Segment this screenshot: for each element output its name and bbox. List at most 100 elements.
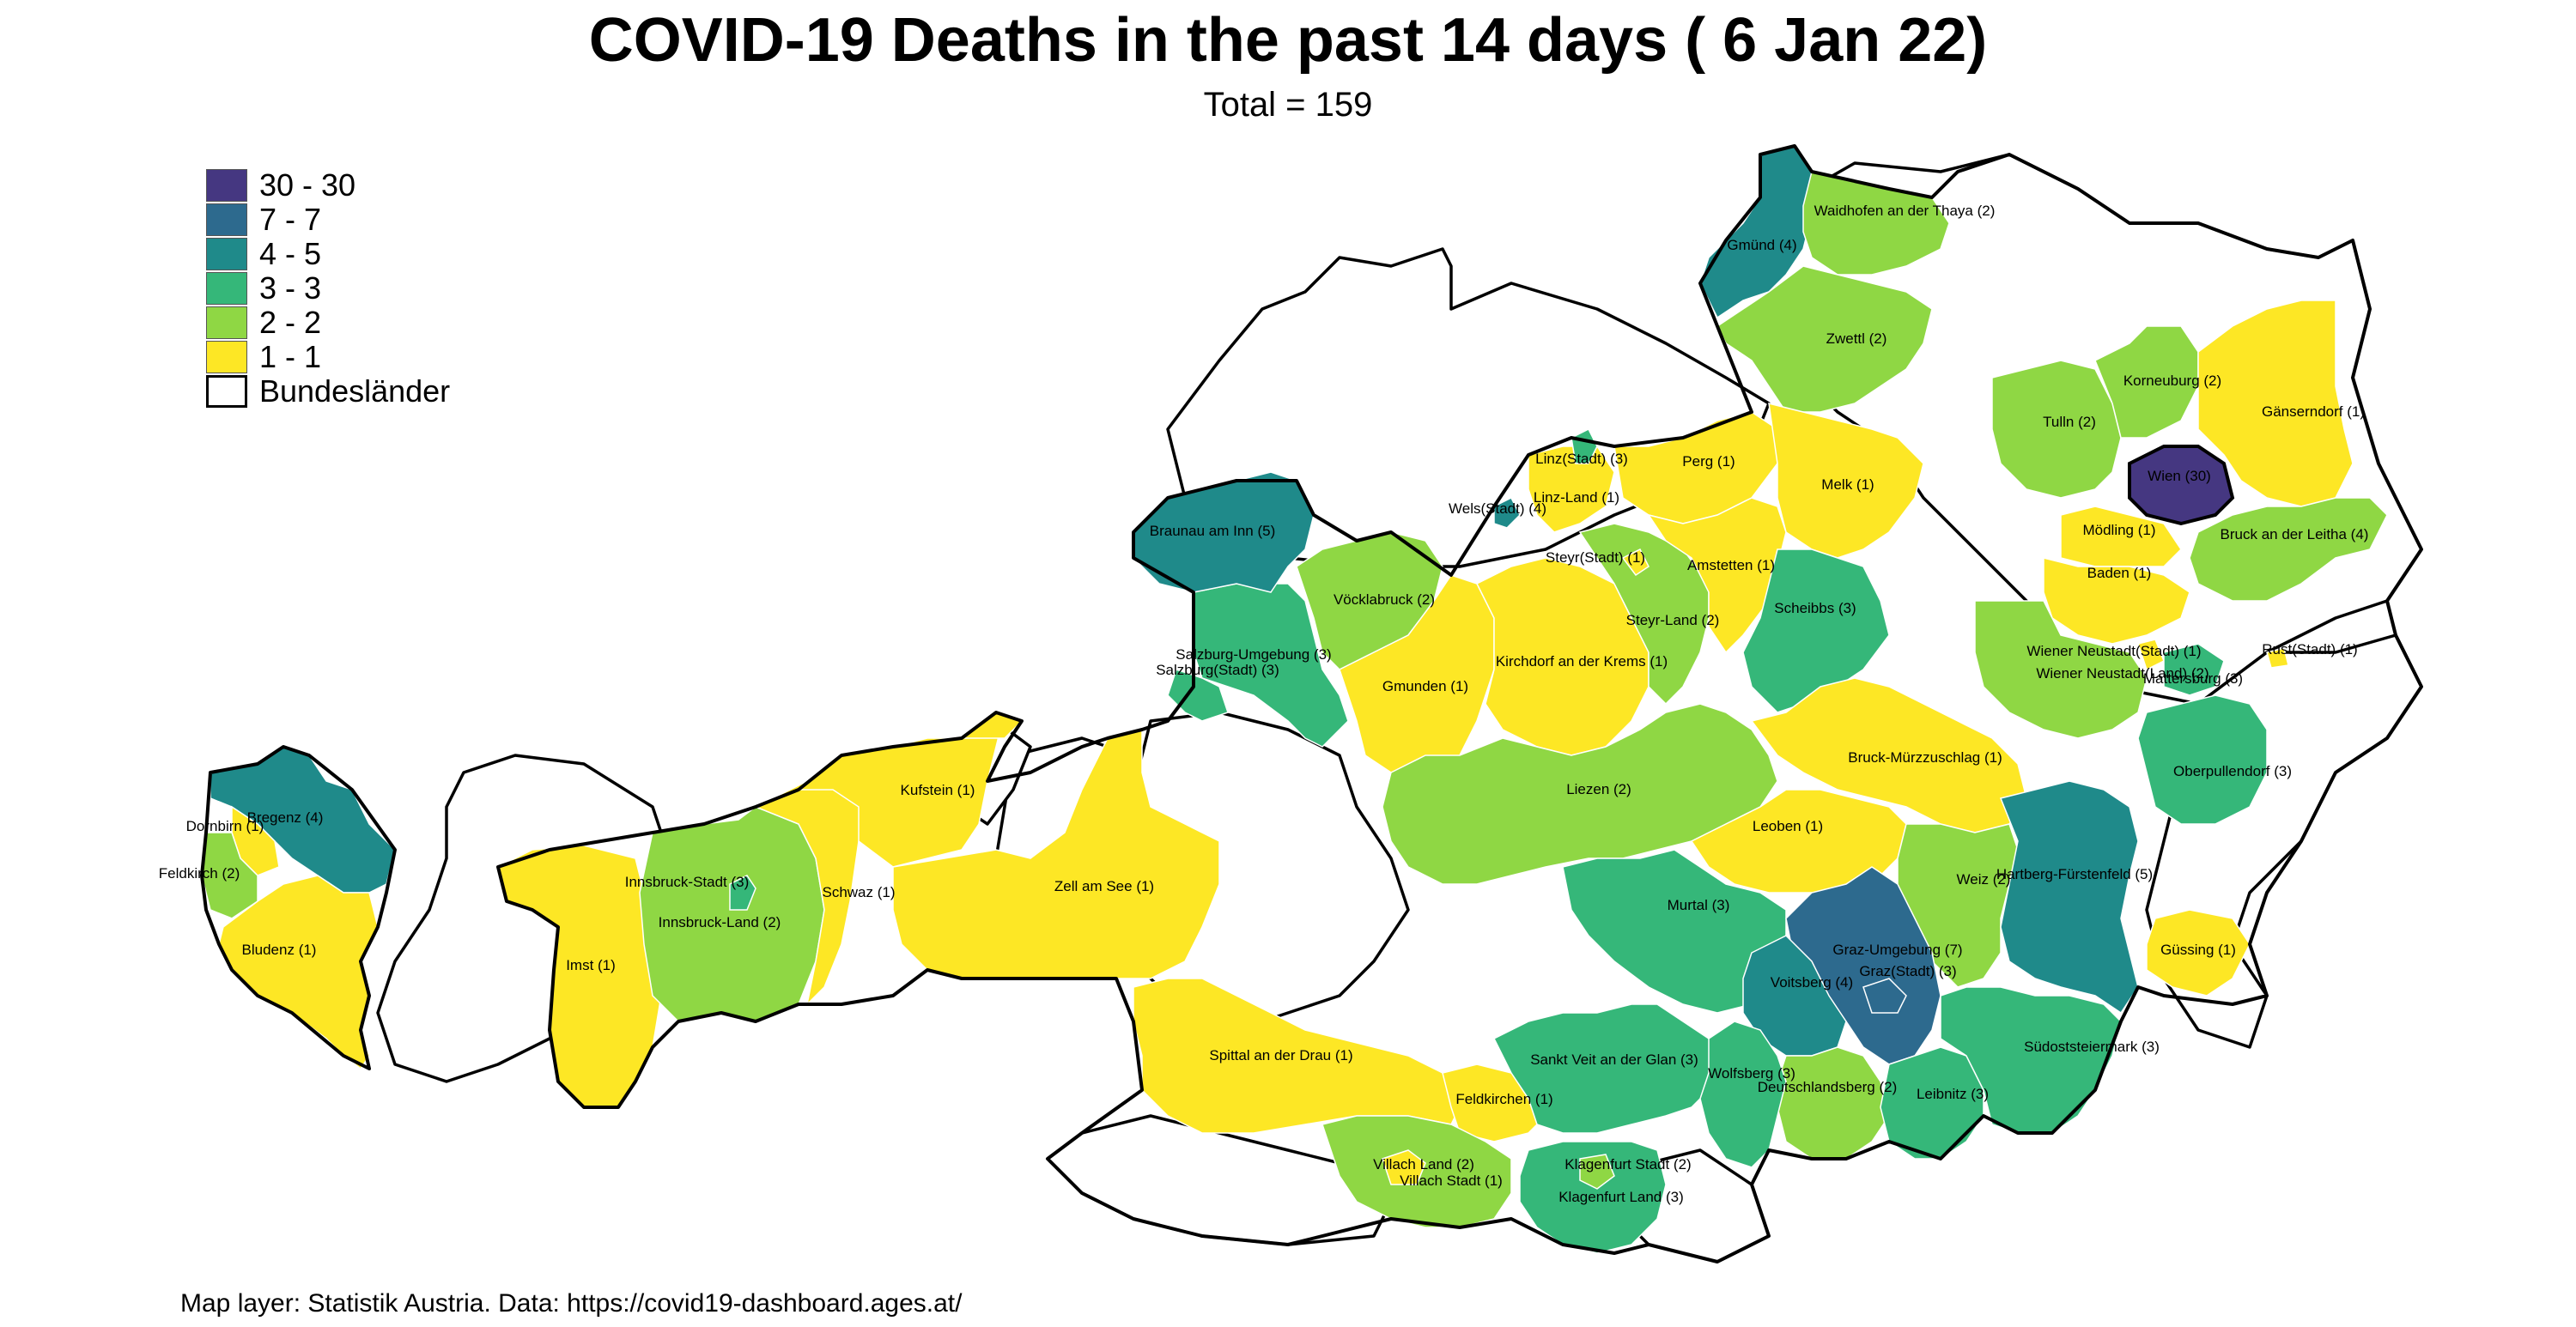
district-gmunden bbox=[1339, 574, 1495, 773]
district-wels-stadt bbox=[1493, 496, 1521, 529]
district-melk bbox=[1768, 403, 1924, 559]
district-label: Scheibbs (3) bbox=[1774, 600, 1856, 616]
map-caption: Map layer: Statistik Austria. Data: http… bbox=[180, 1289, 963, 1318]
legend-swatch bbox=[206, 238, 247, 270]
district-graz-stadt bbox=[1862, 978, 1907, 1014]
district-steyr-land bbox=[1578, 523, 1710, 706]
district-label: Gänserndorf (1) bbox=[2262, 403, 2365, 420]
district-label: Wels(Stadt) (4) bbox=[1449, 500, 1546, 517]
district-label: Feldkirchen (1) bbox=[1455, 1091, 1552, 1107]
district-label: Leoben (1) bbox=[1753, 818, 1823, 834]
district-label: Linz(Stadt) (3) bbox=[1535, 451, 1628, 467]
district-label: Graz-Umgebung (7) bbox=[1832, 942, 1962, 958]
district-label: Tulln (2) bbox=[2043, 414, 2096, 430]
district-label: Steyr(Stadt) (1) bbox=[1546, 549, 1645, 566]
district-label: Mödling (1) bbox=[2082, 522, 2155, 538]
district-gaenserndorf bbox=[2197, 300, 2354, 507]
district-label: Graz(Stadt) (3) bbox=[1859, 963, 1956, 979]
district-label: Bludenz (1) bbox=[242, 942, 317, 958]
district-label: Schwaz (1) bbox=[822, 884, 895, 900]
district-label: Salzburg(Stadt) (3) bbox=[1156, 662, 1279, 678]
district-label: Perg (1) bbox=[1682, 453, 1735, 470]
district-label: Bruck an der Leitha (4) bbox=[2221, 526, 2369, 542]
legend-item-4-5: 4 - 5 bbox=[206, 236, 450, 271]
district-steyr-stadt bbox=[1621, 548, 1649, 577]
district-label: Südoststeiermark (3) bbox=[2024, 1039, 2160, 1055]
legend-label: 4 - 5 bbox=[259, 236, 322, 271]
district-label: Wolfsberg (3) bbox=[1708, 1065, 1795, 1082]
legend-item-bundeslaender: Bundesländer bbox=[206, 373, 451, 409]
district-label: Dornbirn (1) bbox=[186, 818, 264, 834]
district-label: Hartberg-Fürstenfeld (5) bbox=[1996, 866, 2153, 882]
district-tulln bbox=[1991, 360, 2122, 499]
district-label: Feldkirch (2) bbox=[159, 865, 240, 882]
district-label: Imst (1) bbox=[566, 957, 616, 973]
legend-swatch bbox=[206, 169, 247, 202]
legend-label: 30 - 30 bbox=[259, 167, 356, 203]
legend-item-1: 1 - 1 bbox=[206, 339, 450, 374]
legend-swatch bbox=[206, 272, 247, 305]
district-label: Bregenz (4) bbox=[247, 809, 324, 826]
district-label: Leibnitz (3) bbox=[1917, 1086, 1989, 1102]
district-label: Amstetten (1) bbox=[1687, 557, 1775, 573]
district-label: Wien (30) bbox=[2148, 468, 2211, 484]
district-label: Korneuburg (2) bbox=[2123, 373, 2221, 389]
district-bruck-leitha bbox=[2189, 497, 2388, 602]
austria-border bbox=[200, 144, 2423, 1263]
district-label: Weiz (2) bbox=[1957, 871, 2011, 888]
district-label: Wiener Neustadt(Land) (2) bbox=[2036, 665, 2208, 682]
district-innsbruck-land bbox=[639, 806, 825, 1022]
district-label: Braunau am Inn (5) bbox=[1150, 523, 1275, 539]
district-label: Oberpullendorf (3) bbox=[2173, 763, 2292, 779]
district-label: Zwettl (2) bbox=[1826, 330, 1887, 347]
district-label: Liezen (2) bbox=[1566, 781, 1631, 797]
legend-swatch bbox=[206, 341, 247, 373]
district-label: Wiener Neustadt(Stadt) (1) bbox=[2026, 643, 2201, 659]
district-zwettl bbox=[1716, 265, 1933, 413]
district-label: Vöcklabruck (2) bbox=[1334, 591, 1435, 608]
district-label: Innsbruck-Land (2) bbox=[659, 914, 781, 930]
district-label: Rust(Stadt) (1) bbox=[2262, 641, 2357, 657]
district-label: Voitsberg (4) bbox=[1771, 974, 1853, 991]
district-label: Gmünd (4) bbox=[1727, 237, 1796, 253]
map-subtitle: Total = 159 bbox=[1203, 86, 1373, 124]
district-label: Kirchdorf an der Krems (1) bbox=[1496, 653, 1668, 670]
district-label: Steyr-Land (2) bbox=[1626, 612, 1720, 628]
district-label: Baden (1) bbox=[2087, 565, 2152, 581]
district-label: Bruck-Mürzzuschlag (1) bbox=[1848, 749, 2002, 766]
legend-label: 3 - 3 bbox=[259, 270, 322, 306]
district-label: Güssing (1) bbox=[2160, 942, 2236, 958]
district-rust bbox=[2266, 647, 2289, 669]
district-label: Gmunden (1) bbox=[1382, 678, 1468, 694]
district-label: Spittal an der Drau (1) bbox=[1209, 1047, 1352, 1063]
district-label: Melk (1) bbox=[1821, 476, 1874, 493]
district-mattersburg bbox=[2163, 643, 2225, 696]
district-klagenfurt-stadt bbox=[1579, 1154, 1615, 1190]
district-label: Villach Stadt (1) bbox=[1400, 1172, 1503, 1189]
district-label: Kufstein (1) bbox=[901, 782, 975, 798]
district-moedling bbox=[2060, 506, 2182, 567]
legend-label: Bundesländer bbox=[259, 373, 451, 409]
district-klagenfurt-land bbox=[1519, 1141, 1667, 1254]
district-salzburg-umgebung bbox=[1193, 583, 1349, 748]
district-hartberg bbox=[1999, 780, 2139, 1015]
district-label: Waidhofen an der Thaya (2) bbox=[1814, 203, 1996, 219]
district-guessing bbox=[2146, 909, 2251, 997]
district-deutschlandsberg bbox=[1777, 1046, 1890, 1160]
district-label: Murtal (3) bbox=[1668, 897, 1730, 913]
district-villach-stadt bbox=[1382, 1149, 1426, 1185]
district-label: Villach Land (2) bbox=[1373, 1156, 1474, 1172]
legend: 30 - 30 7 - 7 4 - 5 3 - 3 2 - 2 1 - 1 Bu… bbox=[206, 167, 451, 409]
district-label: Klagenfurt Land (3) bbox=[1558, 1189, 1684, 1205]
district-kirchdorf bbox=[1475, 557, 1649, 756]
legend-swatch bbox=[206, 375, 247, 408]
legend-label: 1 - 1 bbox=[259, 339, 322, 374]
legend-label: 7 - 7 bbox=[259, 202, 322, 237]
district-label: Zell am See (1) bbox=[1054, 878, 1154, 894]
legend-item-7: 7 - 7 bbox=[206, 202, 450, 237]
district-leibnitz bbox=[1880, 1046, 1984, 1160]
district-wr-neustadt-land bbox=[1974, 600, 2148, 739]
district-label: Innsbruck-Stadt (3) bbox=[625, 874, 750, 890]
district-label: Klagenfurt Stadt (2) bbox=[1564, 1156, 1691, 1172]
